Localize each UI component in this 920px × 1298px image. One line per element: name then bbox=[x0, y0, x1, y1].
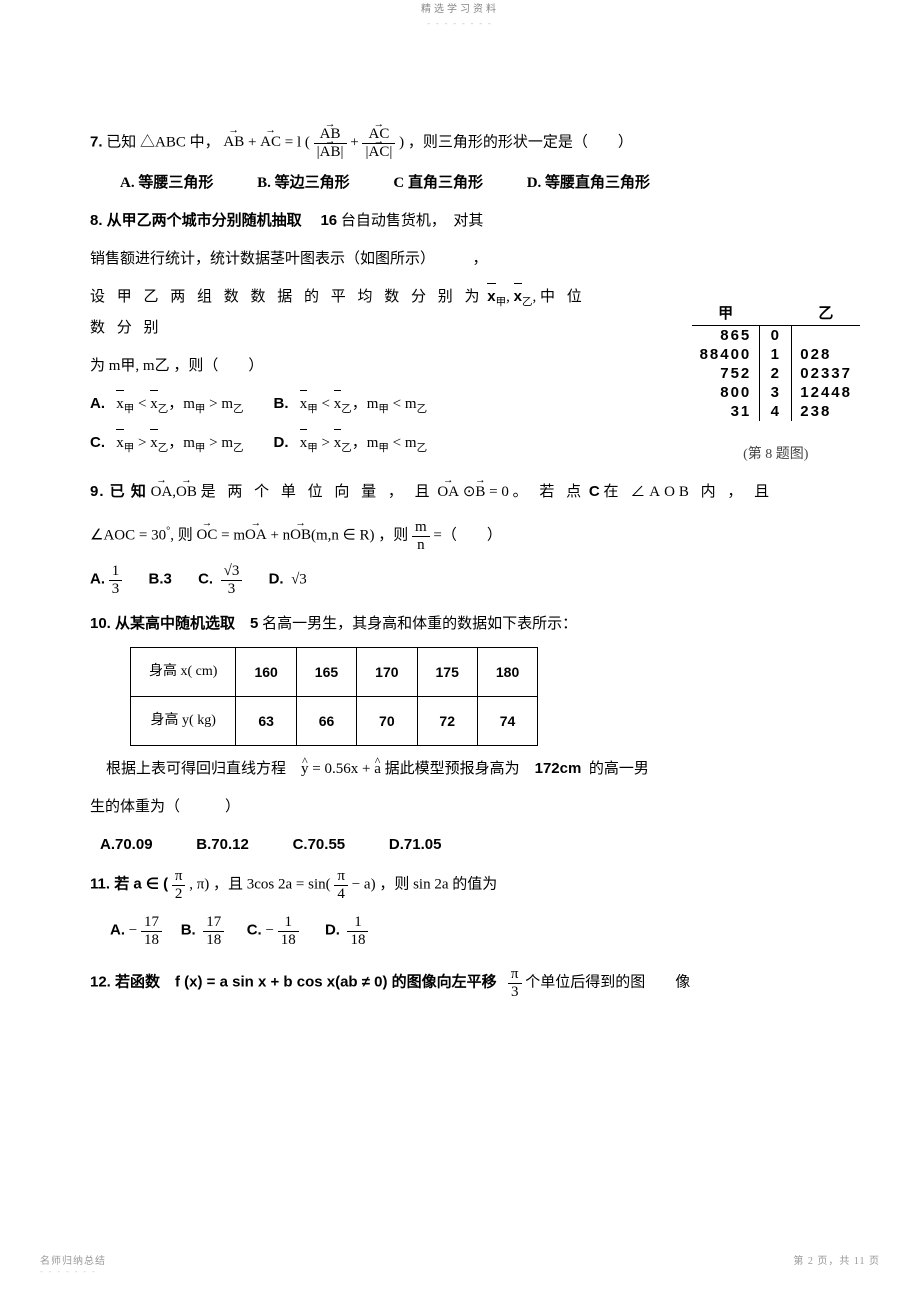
question-12: 12. 若函数 f (x) = a sin x + b cos x(ab ≠ 0… bbox=[90, 966, 830, 1000]
question-9: 9. 已 知 OA,OB 是 两 个 单 位 向 量 ， 且 OA ⊙B = 0… bbox=[90, 477, 830, 507]
q7-number: 7. bbox=[90, 133, 103, 150]
question-7: 7. 已知 △ABC 中， AB + AC = l ( AB |AB| + AC… bbox=[90, 126, 830, 160]
table-cell: 170 bbox=[357, 648, 417, 697]
q10-line2: 根据上表可得回归直线方程 y = 0.56x + a 据此模型预报身高为 172… bbox=[106, 754, 830, 784]
table-cell: 165 bbox=[296, 648, 356, 697]
footer-left: 名师归纳总结 bbox=[40, 1252, 106, 1267]
question-10: 10. 从某高中随机选取 5 名高一男生，其身高和体重的数据如下表所示： bbox=[90, 609, 830, 639]
footer-dash: - - - - - - - bbox=[40, 1267, 880, 1276]
question-11: 11. 若 a ∈ ( π2 , π) ，且 3cos 2a = sin( π4… bbox=[90, 868, 830, 902]
table-cell-label: 身高 y( kg) bbox=[131, 697, 236, 746]
stem-leaf-header-left: 甲 bbox=[692, 300, 760, 326]
page-content: 7. 已知 △ABC 中， AB + AC = l ( AB |AB| + AC… bbox=[0, 88, 920, 1048]
vector-AB: AB bbox=[223, 127, 244, 157]
stem-leaf-header-right: 乙 bbox=[792, 300, 860, 326]
q7-text-mid: ，则三角形的形状一定是（ bbox=[408, 134, 588, 150]
table-cell: 74 bbox=[477, 697, 537, 746]
footer-right: 第 2 页，共 11 页 bbox=[793, 1252, 880, 1267]
q9-options: A. 13 B.3 C. √33 D. √3 bbox=[90, 563, 830, 597]
stem-leaf-figure: 甲 乙 8650 884001028 752202337 800312448 3… bbox=[692, 300, 860, 463]
stem-leaf-header-stem bbox=[760, 300, 792, 326]
table-row: 身高 x( cm) 160 165 170 175 180 bbox=[131, 648, 538, 697]
q7-opt-c: C 直角三角形 bbox=[393, 168, 483, 198]
table-cell: 175 bbox=[417, 648, 477, 697]
q8-line2: 销售额进行统计，统计数据茎叶图表示（如图所示） ， bbox=[90, 244, 830, 274]
page-header-dash: - - - - - - - - bbox=[0, 19, 920, 28]
frac-AC: AC |AC| bbox=[362, 126, 395, 160]
table-cell: 160 bbox=[236, 648, 296, 697]
q9-line2: ∠AOC = 30°, 则 OC = mOA + nOB(m,n ∈ R) ，则… bbox=[90, 519, 830, 553]
q8-line3: 设 甲 乙 两 组 数 数 据 的 平 均 数 分 别 为 x甲, x乙, 中 … bbox=[90, 282, 610, 343]
stem-leaf-caption: (第 8 题图) bbox=[692, 443, 860, 463]
table-cell: 66 bbox=[296, 697, 356, 746]
table-cell-label: 身高 x( cm) bbox=[131, 648, 236, 697]
vector-AC: AC bbox=[260, 127, 281, 157]
q10-options: A.70.09 B.70.12 C.70.55 D.71.05 bbox=[100, 830, 830, 860]
table-cell: 72 bbox=[417, 697, 477, 746]
q8-line1a: 8. 从甲乙两个城市分别随机抽取 bbox=[90, 212, 302, 229]
page-header: 精选学习资料 bbox=[0, 0, 920, 15]
q11-options: A. − 1718 B. 1718 C. − 118 D. 118 bbox=[110, 914, 830, 948]
table-cell: 70 bbox=[357, 697, 417, 746]
frac-AB: AB |AB| bbox=[314, 126, 347, 160]
q8-line1b: 16 bbox=[320, 212, 337, 229]
question-8: 8. 从甲乙两个城市分别随机抽取 16 台自动售货机， 对其 bbox=[90, 206, 830, 236]
table-row: 身高 y( kg) 63 66 70 72 74 bbox=[131, 697, 538, 746]
page-footer: 名师归纳总结 第 2 页，共 11 页 - - - - - - - bbox=[40, 1252, 880, 1276]
q7-opt-d: D. 等腰直角三角形 bbox=[527, 168, 650, 198]
table-cell: 180 bbox=[477, 648, 537, 697]
q10-line3: 生的体重为（ ） bbox=[90, 792, 830, 822]
q8-line1c: 台自动售货机， 对其 bbox=[341, 213, 484, 229]
q7-text-after: ） bbox=[618, 134, 633, 150]
q7-text-before: 已知 △ABC 中， bbox=[106, 134, 219, 150]
q7-opt-a: A. 等腰三角形 bbox=[120, 168, 213, 198]
q10-table: 身高 x( cm) 160 165 170 175 180 身高 y( kg) … bbox=[130, 647, 538, 746]
q7-options: A. 等腰三角形 B. 等边三角形 C 直角三角形 D. 等腰直角三角形 bbox=[120, 168, 830, 198]
q7-opt-b: B. 等边三角形 bbox=[257, 168, 350, 198]
table-cell: 63 bbox=[236, 697, 296, 746]
